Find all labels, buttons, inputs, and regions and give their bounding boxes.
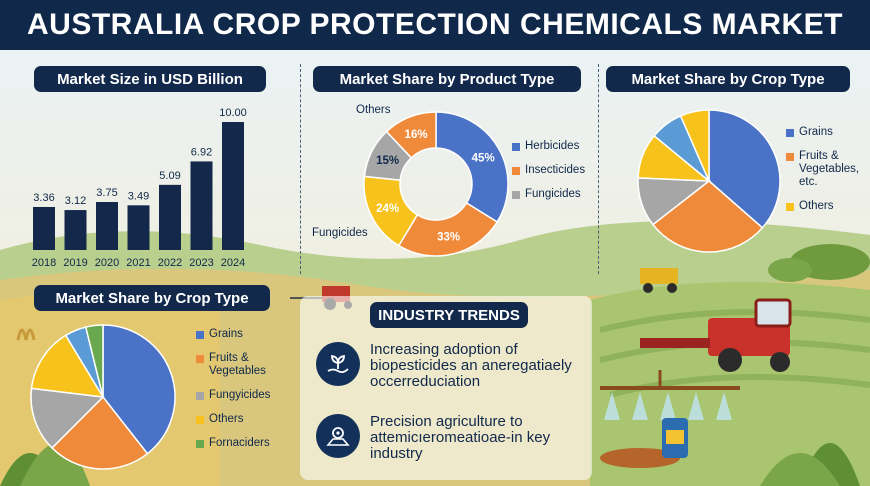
- fungicides-callout-label: Fungicides: [312, 227, 368, 239]
- legend-label: Grains: [799, 126, 833, 138]
- bar-value-label: 10.00: [219, 107, 247, 119]
- legend-item: Fornaciders: [196, 437, 296, 450]
- legend-item: Fungyicides: [196, 389, 296, 402]
- legend-swatch: [786, 153, 794, 161]
- bar-value-label: 3.36: [33, 192, 54, 204]
- bar-value-label: 6.92: [191, 146, 212, 158]
- legend-item: Insecticides: [512, 164, 585, 177]
- legend-swatch: [196, 416, 204, 424]
- x-tick-label: 2022: [158, 257, 182, 269]
- legend-label: Fungicides: [525, 188, 581, 200]
- yellow-sprayer-icon: [640, 268, 678, 293]
- legend-label: Fornaciders: [209, 437, 270, 449]
- crop-type-bottom-title: Market Share by Crop Type: [34, 285, 270, 311]
- slice-percent-label: 45%: [472, 153, 495, 165]
- legend-swatch: [786, 203, 794, 211]
- product-type-legend: Herbicides Insecticides Fungicides: [512, 140, 585, 212]
- pie-slice-others: [30, 334, 105, 398]
- trend-text: Increasing adoption of biopesticides an …: [370, 341, 572, 390]
- industry-trends-title: INDUSTRY TRENDS: [370, 302, 528, 328]
- combine-harvester-icon: [640, 298, 792, 372]
- x-tick-label: 2021: [126, 257, 150, 269]
- slice-percent-label: 15%: [376, 155, 399, 167]
- slice-percent-label: 24%: [376, 203, 399, 215]
- bar-2023: [190, 161, 213, 250]
- legend-label: Fruits & Vegetables, etc.: [799, 150, 860, 188]
- x-tick-label: 2024: [221, 257, 245, 269]
- legend-swatch: [512, 143, 520, 151]
- seedling-hand-icon: [316, 342, 360, 386]
- slice-percent-label: 33%: [437, 232, 460, 244]
- legend-item: Grains: [196, 328, 296, 341]
- x-tick-label: 2018: [32, 257, 56, 269]
- pie-slice-grains: [102, 324, 176, 455]
- product-type-title: Market Share by Product Type: [313, 66, 581, 92]
- bar-value-label: 3.49: [128, 190, 149, 202]
- crop-type-bottom-legend: Grains Fruits & Vegetables Fungyicides Othe…: [196, 328, 296, 461]
- market-size-title: Market Size in USD Billion: [34, 66, 266, 92]
- legend-label: Herbicides: [525, 140, 580, 152]
- legend-item: Fruits & Vegetables: [196, 352, 296, 378]
- trend-item-biopesticides: Increasing adoption of biopesticides an …: [316, 342, 600, 390]
- x-tick-label: 2020: [95, 257, 119, 269]
- bar-value-label: 3.12: [65, 195, 86, 207]
- bar-2020: [96, 202, 118, 250]
- x-tick-label: 2019: [63, 257, 87, 269]
- legend-swatch: [512, 191, 520, 199]
- legend-item: Grains: [786, 126, 866, 139]
- legend-swatch: [196, 392, 204, 400]
- legend-label: Others: [209, 413, 244, 425]
- legend-swatch: [196, 355, 204, 363]
- legend-item: Fruits & Vegetables, etc.: [786, 150, 866, 189]
- pie-slice-grains: [708, 109, 781, 229]
- legend-swatch: [196, 440, 204, 448]
- legend-label: Grains: [209, 328, 243, 340]
- legend-label: Fungyicides: [209, 389, 271, 401]
- crop-type-top-title: Market Share by Crop Type: [606, 66, 850, 92]
- legend-label: Others: [799, 200, 834, 212]
- legend-item: Others: [786, 200, 866, 213]
- page-title: AUSTRALIA CROP PROTECTION CHEMICALS MARK…: [27, 8, 843, 41]
- bar-value-label: 5.09: [159, 170, 180, 182]
- trend-text: Precision agriculture to attemicıeromeat…: [370, 413, 551, 462]
- legend-item: Herbicides: [512, 140, 585, 153]
- pie-slice-fruits-vegetables-etc-: [651, 180, 764, 253]
- pie-slice-fornaciders: [84, 324, 104, 398]
- crop-sprayer-icon: [600, 370, 740, 468]
- precision-agriculture-icon: [316, 414, 360, 458]
- divider: [598, 64, 599, 274]
- bar-value-label: 3.75: [96, 187, 117, 199]
- legend-label: Insecticides: [525, 164, 586, 176]
- bar-2018: [33, 206, 55, 250]
- legend-swatch: [786, 129, 794, 137]
- legend-swatch: [196, 331, 204, 339]
- legend-label: Fruits & Vegetables: [209, 352, 266, 377]
- slice-percent-label: 16%: [405, 129, 428, 141]
- pie-slice: [679, 109, 710, 182]
- legend-swatch: [512, 167, 520, 175]
- bar-2021: [127, 205, 150, 250]
- bar-2022: [159, 184, 181, 250]
- title-bar: AUSTRALIA CROP PROTECTION CHEMICALS MARK…: [0, 0, 870, 50]
- crop-type-top-legend: Grains Fruits & Vegetables, etc. Others: [786, 126, 866, 224]
- bar-2024: [222, 122, 244, 250]
- pie-slice-fungyicides: [30, 387, 105, 449]
- pie-slice-fruits-vegetables: [51, 395, 149, 470]
- legend-item: Others: [196, 413, 296, 426]
- bar-2019: [64, 210, 87, 250]
- legend-item: Fungicides: [512, 188, 585, 201]
- divider: [300, 64, 301, 274]
- pie-slice-others: [385, 111, 437, 159]
- trend-item-precision-agriculture: Precision agriculture to attemicıeromeat…: [316, 414, 600, 462]
- x-tick-label: 2023: [189, 257, 213, 269]
- pie-slice-herbicides: [435, 111, 509, 223]
- others-callout-label: Others: [356, 104, 391, 116]
